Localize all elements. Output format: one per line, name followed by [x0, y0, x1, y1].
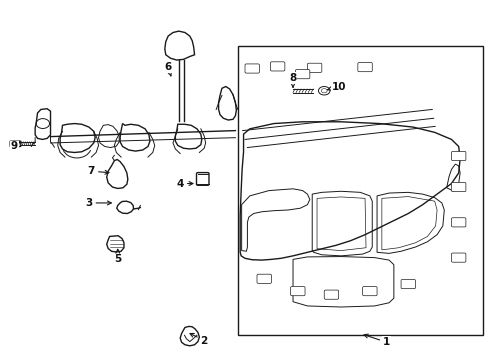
- Text: 8: 8: [290, 73, 296, 87]
- Text: 3: 3: [85, 198, 111, 208]
- FancyBboxPatch shape: [451, 183, 466, 192]
- FancyBboxPatch shape: [270, 62, 285, 71]
- Text: 9: 9: [11, 141, 20, 152]
- Text: 1: 1: [364, 334, 390, 347]
- Text: 4: 4: [176, 179, 193, 189]
- FancyBboxPatch shape: [451, 152, 466, 161]
- Text: 5: 5: [114, 249, 122, 264]
- FancyBboxPatch shape: [358, 63, 372, 72]
- FancyBboxPatch shape: [245, 64, 259, 73]
- FancyBboxPatch shape: [10, 141, 21, 147]
- Text: 7: 7: [88, 166, 109, 176]
- FancyBboxPatch shape: [451, 253, 466, 262]
- Text: 6: 6: [165, 62, 172, 76]
- FancyBboxPatch shape: [295, 69, 310, 79]
- FancyBboxPatch shape: [291, 287, 305, 296]
- FancyBboxPatch shape: [196, 172, 209, 185]
- FancyBboxPatch shape: [307, 63, 322, 72]
- FancyBboxPatch shape: [401, 279, 416, 289]
- FancyBboxPatch shape: [451, 218, 466, 227]
- FancyBboxPatch shape: [324, 290, 339, 299]
- Text: 10: 10: [327, 81, 346, 91]
- Text: 2: 2: [190, 333, 208, 346]
- Bar: [238, 46, 483, 335]
- FancyBboxPatch shape: [363, 287, 377, 296]
- FancyBboxPatch shape: [257, 274, 271, 283]
